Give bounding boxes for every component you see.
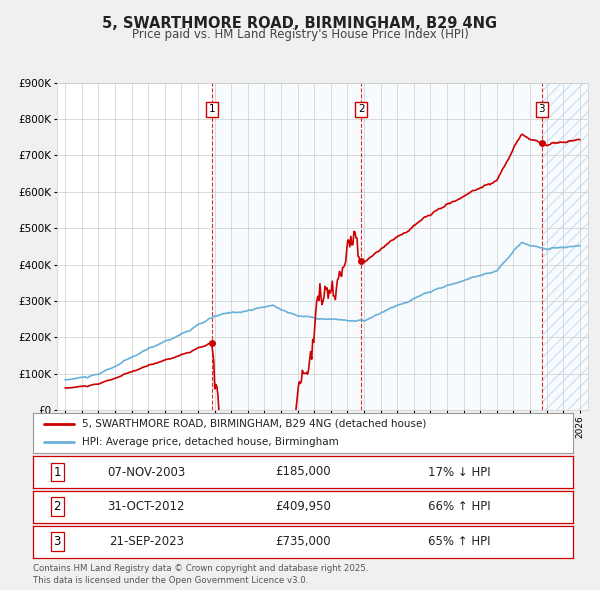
Text: Price paid vs. HM Land Registry's House Price Index (HPI): Price paid vs. HM Land Registry's House … — [131, 28, 469, 41]
Text: 07-NOV-2003: 07-NOV-2003 — [107, 466, 185, 478]
Text: HPI: Average price, detached house, Birmingham: HPI: Average price, detached house, Birm… — [82, 437, 338, 447]
Text: £735,000: £735,000 — [275, 535, 331, 548]
Text: 1: 1 — [53, 466, 61, 478]
Bar — [542, 83, 588, 410]
Text: 17% ↓ HPI: 17% ↓ HPI — [428, 466, 491, 478]
Text: 5, SWARTHMORE ROAD, BIRMINGHAM, B29 4NG (detached house): 5, SWARTHMORE ROAD, BIRMINGHAM, B29 4NG … — [82, 419, 426, 429]
Text: 5, SWARTHMORE ROAD, BIRMINGHAM, B29 4NG: 5, SWARTHMORE ROAD, BIRMINGHAM, B29 4NG — [103, 16, 497, 31]
Text: 3: 3 — [539, 104, 545, 114]
Text: 1: 1 — [209, 104, 215, 114]
Text: 65% ↑ HPI: 65% ↑ HPI — [428, 535, 491, 548]
Text: Contains HM Land Registry data © Crown copyright and database right 2025.
This d: Contains HM Land Registry data © Crown c… — [33, 565, 368, 585]
Text: 2: 2 — [358, 104, 365, 114]
Text: 31-OCT-2012: 31-OCT-2012 — [107, 500, 185, 513]
Bar — [542, 83, 588, 410]
Text: 3: 3 — [53, 535, 61, 548]
Text: 66% ↑ HPI: 66% ↑ HPI — [428, 500, 491, 513]
Text: 21-SEP-2023: 21-SEP-2023 — [109, 535, 184, 548]
Text: 2: 2 — [53, 500, 61, 513]
Text: £185,000: £185,000 — [275, 466, 331, 478]
Text: £409,950: £409,950 — [275, 500, 331, 513]
Bar — [212, 83, 361, 410]
Bar — [361, 83, 542, 410]
